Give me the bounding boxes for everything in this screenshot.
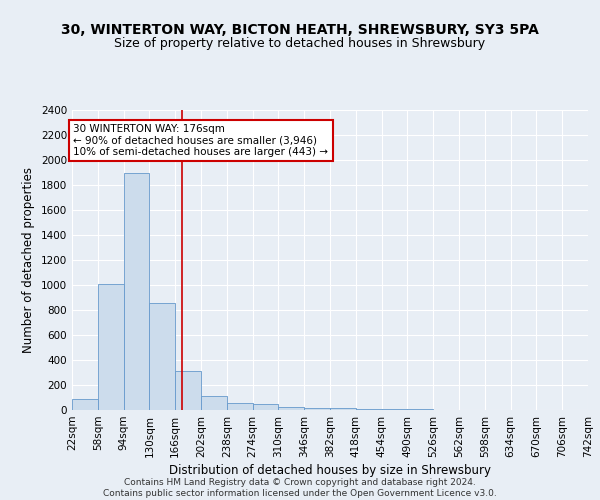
Text: 30 WINTERTON WAY: 176sqm
← 90% of detached houses are smaller (3,946)
10% of sem: 30 WINTERTON WAY: 176sqm ← 90% of detach… xyxy=(73,124,328,157)
Bar xyxy=(304,408,330,410)
Bar xyxy=(201,396,227,410)
Bar xyxy=(124,172,149,410)
Bar xyxy=(72,399,98,410)
Bar xyxy=(382,409,407,410)
Text: 30, WINTERTON WAY, BICTON HEATH, SHREWSBURY, SY3 5PA: 30, WINTERTON WAY, BICTON HEATH, SHREWSB… xyxy=(61,22,539,36)
Bar xyxy=(253,404,278,410)
Bar xyxy=(98,284,124,410)
Bar xyxy=(330,408,356,410)
Bar xyxy=(175,370,201,410)
Text: Contains HM Land Registry data © Crown copyright and database right 2024.
Contai: Contains HM Land Registry data © Crown c… xyxy=(103,478,497,498)
Bar xyxy=(278,407,304,410)
Bar xyxy=(149,302,175,410)
Y-axis label: Number of detached properties: Number of detached properties xyxy=(22,167,35,353)
Text: Size of property relative to detached houses in Shrewsbury: Size of property relative to detached ho… xyxy=(115,38,485,51)
Bar xyxy=(227,403,253,410)
Bar xyxy=(356,409,382,410)
X-axis label: Distribution of detached houses by size in Shrewsbury: Distribution of detached houses by size … xyxy=(169,464,491,477)
